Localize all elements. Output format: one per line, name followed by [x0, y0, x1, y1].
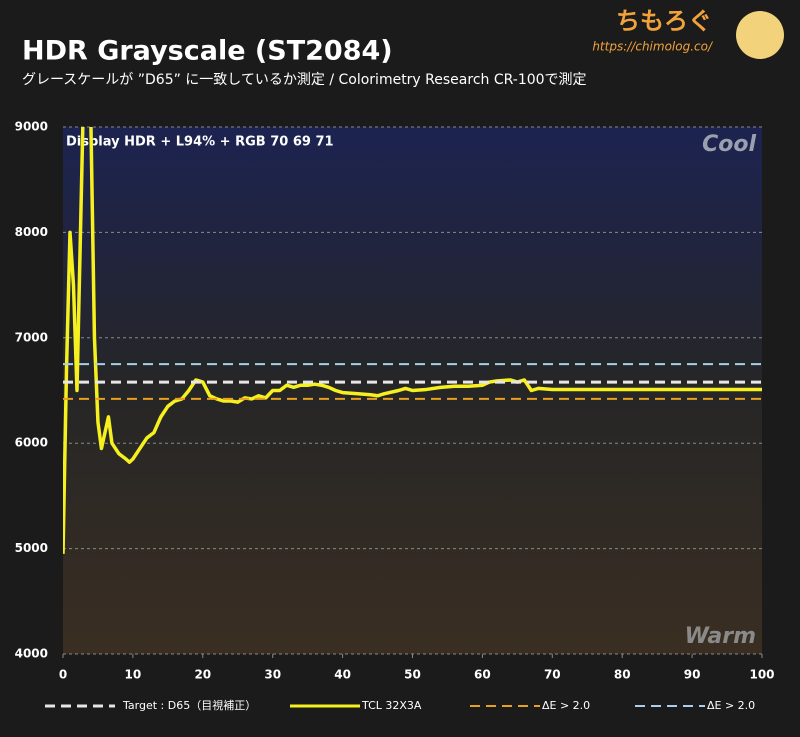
- x-tick-label: 40: [334, 668, 351, 682]
- logo-icon: [736, 11, 784, 59]
- logo-name: ちもろぐ: [616, 7, 712, 35]
- x-tick-label: 10: [125, 668, 142, 682]
- logo-url: https://chimolog.co/: [592, 40, 714, 54]
- legend-label: ΔE > 2.0: [542, 699, 590, 712]
- legend-label: Target : D65（目視補正）: [122, 698, 256, 712]
- cool-label: Cool: [702, 132, 756, 157]
- y-tick-label: 4000: [15, 647, 48, 661]
- y-tick-label: 9000: [15, 120, 48, 134]
- chart-title: HDR Grayscale (ST2084): [22, 36, 393, 67]
- x-tick-label: 30: [264, 668, 281, 682]
- legend-label: ΔE > 2.0: [707, 699, 755, 712]
- y-tick-label: 7000: [15, 330, 48, 344]
- x-tick-label: 60: [474, 668, 491, 682]
- legend-label: TCL 32X3A: [361, 699, 422, 712]
- y-tick-label: 8000: [15, 225, 48, 239]
- series: [63, 127, 762, 554]
- grid: [62, 126, 763, 658]
- y-tick-label: 6000: [15, 436, 48, 450]
- annotation: Display HDR + L94% + RGB 70 69 71: [66, 135, 334, 150]
- legend: Target : D65（目視補正） TCL 32X3A ΔE > 2.0 ΔE > …: [45, 698, 755, 712]
- x-tick-label: 50: [404, 668, 421, 682]
- x-tick-label: 100: [749, 668, 774, 682]
- y-tick-label: 5000: [15, 541, 48, 555]
- x-tick-label: 70: [544, 668, 561, 682]
- chart-subtitle: グレースケールが ”D65” に一致しているか測定 / Colorimetry …: [22, 72, 587, 88]
- x-tick-label: 80: [614, 668, 631, 682]
- x-tick-label: 0: [59, 668, 67, 682]
- x-tick-label: 20: [194, 668, 211, 682]
- x-tick-label: 90: [684, 668, 701, 682]
- warm-label: Warm: [685, 624, 756, 649]
